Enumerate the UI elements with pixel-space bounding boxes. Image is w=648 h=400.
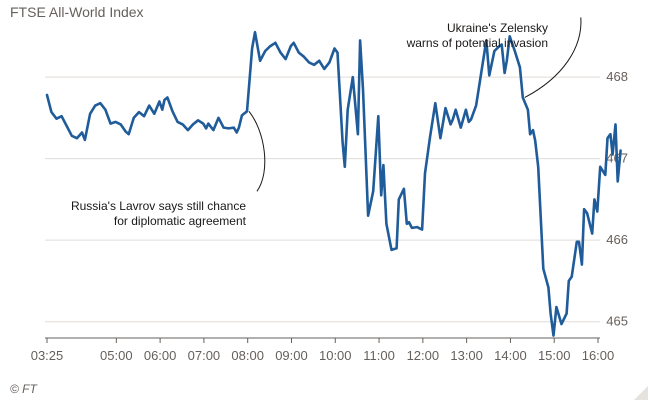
annotation-leader-zelensky <box>524 17 582 98</box>
x-tick-label: 05:00 <box>100 348 133 363</box>
annotation-leader-lavrov <box>248 111 266 192</box>
annotation-zelensky-line: warns of potential invasion <box>406 36 548 50</box>
x-tick-label: 07:00 <box>188 348 221 363</box>
x-tick-label: 16:00 <box>582 348 615 363</box>
annotation-lavrov-line: Russia's Lavrov says still chance <box>71 199 246 213</box>
x-tick-label: 06:00 <box>144 348 177 363</box>
x-tick-label: 08:00 <box>231 348 264 363</box>
x-tick-label: 13:00 <box>450 348 483 363</box>
x-tick-label: 10:00 <box>319 348 352 363</box>
series-layer <box>45 30 622 337</box>
annotation-zelensky-line: Ukraine's Zelensky <box>447 21 548 35</box>
annotation-lavrov-line: for diplomatic agreement <box>114 214 247 228</box>
x-tick-label: 11:00 <box>363 348 395 363</box>
x-tick-label: 12:00 <box>407 348 440 363</box>
series-line <box>45 30 622 337</box>
x-axis: 03:25 05:00 06:00 07:00 08:00 09:00 10:00 11:00… <box>31 337 615 363</box>
x-tick-label: 09:00 <box>275 348 308 363</box>
x-tick-label: 15:00 <box>538 348 571 363</box>
y-tick-label: 468 <box>606 69 628 84</box>
x-tick-label: 14:00 <box>494 348 527 363</box>
corner-fold-icon <box>634 386 648 400</box>
x-tick-label: 03:25 <box>31 348 64 363</box>
ft-credit: © FT <box>10 382 37 396</box>
y-tick-label: 465 <box>606 314 628 329</box>
chart-title: FTSE All-World Index <box>10 4 144 20</box>
gridlines <box>45 76 600 323</box>
y-tick-label: 466 <box>606 232 628 247</box>
